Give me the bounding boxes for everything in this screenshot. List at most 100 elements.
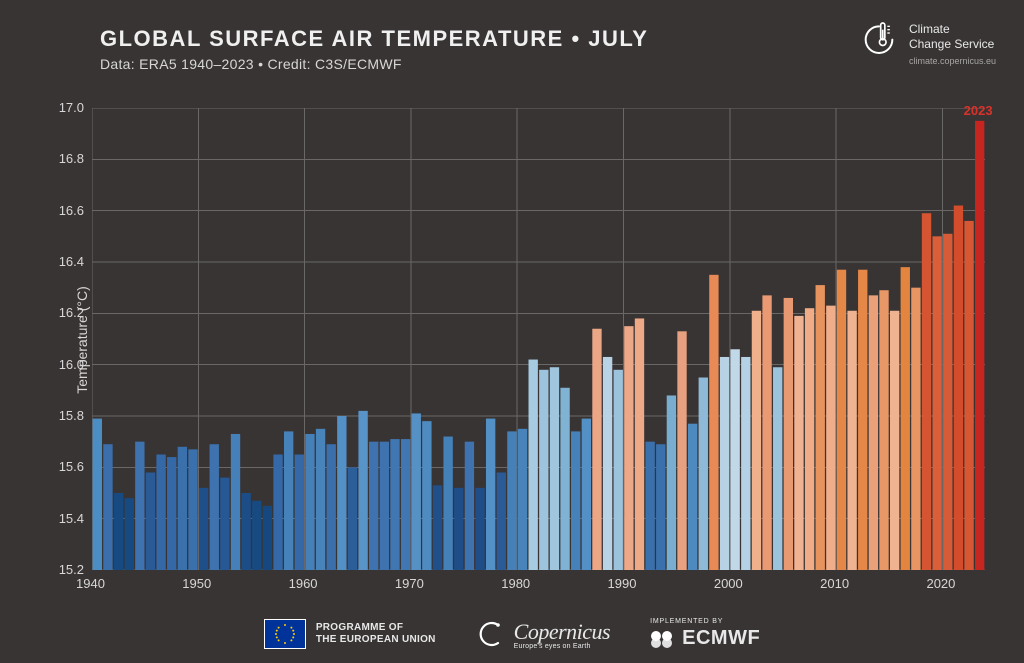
bar [412,413,421,570]
temperature-bar-chart [92,108,985,570]
bar [975,121,984,570]
y-tick: 16.8 [59,151,84,166]
bar [826,306,835,570]
y-tick: 16.2 [59,305,84,320]
chart-title: GLOBAL SURFACE AIR TEMPERATURE • JULY [100,26,648,52]
bar [869,295,878,570]
bar [167,457,176,570]
y-tick: 16.0 [59,357,84,372]
bar [199,488,208,570]
x-tick: 2020 [926,576,955,591]
logo-url: climate.copernicus.eu [909,54,996,69]
bar [911,288,920,570]
x-tick: 1970 [395,576,424,591]
bar [273,455,282,571]
bar [401,439,410,570]
bar [220,478,229,570]
bar [156,455,165,571]
bar [135,442,144,570]
copernicus-name: Copernicus [514,619,610,645]
x-tick: 1960 [289,576,318,591]
eu-prog-line2: THE EUROPEAN UNION [316,634,436,646]
ecmwf-name: ECMWF [682,627,760,650]
copernicus-block: Copernicus Europe's eyes on Earth [476,617,610,651]
highlight-year-label: 2023 [964,103,993,118]
bar [624,326,633,570]
y-tick: 15.2 [59,562,84,577]
bar [858,270,867,570]
bar [901,267,910,570]
chart-subtitle: Data: ERA5 1940–2023 • Credit: C3S/ECMWF [100,56,402,72]
bar [295,455,304,571]
thermometer-c-icon [859,18,899,58]
bar [358,411,367,570]
bar [699,378,708,571]
bar [922,213,931,570]
bar [805,308,814,570]
y-tick: 15.8 [59,408,84,423]
y-axis-label: Temperature (°C) [74,286,90,394]
bar [284,431,293,570]
bar [103,444,112,570]
bar [475,488,484,570]
bar [241,493,250,570]
x-tick: 2000 [714,576,743,591]
bar [380,442,389,570]
bar [263,506,272,570]
bar [316,429,325,570]
bar [369,442,378,570]
bar [125,498,134,570]
bar [114,493,123,570]
bar [677,331,686,570]
y-tick: 16.4 [59,254,84,269]
ecmwf-implemented-by: IMPLEMENTED BY [650,618,760,625]
bar [337,416,346,570]
y-tick: 16.6 [59,203,84,218]
bar [720,357,729,570]
bar [645,442,654,570]
bar [146,472,155,570]
bar [188,449,197,570]
bar [635,318,644,570]
bar [954,206,963,570]
page-root: GLOBAL SURFACE AIR TEMPERATURE • JULY Da… [0,0,1024,663]
bar [837,270,846,570]
ecmwf-icon [650,630,676,648]
x-tick: 2010 [820,576,849,591]
bar [932,236,941,570]
bar [571,431,580,570]
bar [730,349,739,570]
logo-line1: Climate [909,22,996,37]
bar [709,275,718,570]
bar [614,370,623,570]
bar [688,424,697,570]
bar [603,357,612,570]
bar [741,357,750,570]
ecmwf-block: IMPLEMENTED BY ECMWF [650,618,760,650]
bar [93,419,102,570]
bar [486,419,495,570]
bar [816,285,825,570]
bar [582,419,591,570]
bar [667,395,676,570]
bar [784,298,793,570]
bar [443,437,452,570]
bar [497,472,506,570]
bar [773,367,782,570]
bar [752,311,761,570]
bar [550,367,559,570]
x-tick: 1940 [76,576,105,591]
x-tick: 1950 [182,576,211,591]
bar [529,360,538,570]
y-tick: 15.6 [59,459,84,474]
bar [327,444,336,570]
y-tick: 17.0 [59,100,84,115]
bar [433,485,442,570]
bar [252,501,261,570]
eu-flag-icon [264,619,306,649]
bar [847,311,856,570]
bar [422,421,431,570]
x-tick: 1980 [501,576,530,591]
bar [964,221,973,570]
bar [390,439,399,570]
